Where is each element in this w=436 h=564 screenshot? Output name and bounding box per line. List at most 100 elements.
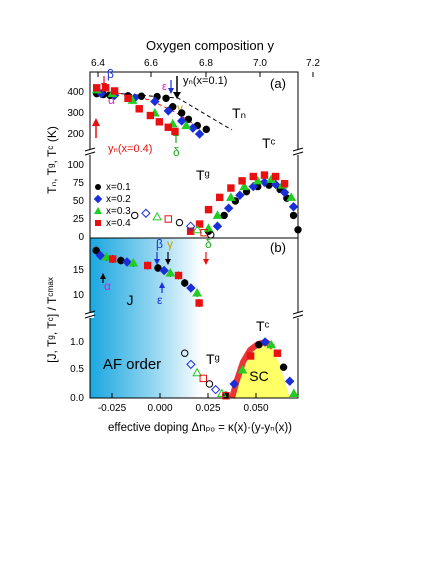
tc-point: [203, 223, 214, 232]
j-label: J: [127, 292, 134, 308]
epsilon-label-b: ε: [157, 293, 163, 307]
y-tick-label: 50: [73, 196, 85, 207]
tn-point: [181, 120, 192, 130]
tn-point: [188, 123, 198, 133]
tg-point: [185, 221, 196, 231]
tc-point: [288, 202, 299, 212]
tc-point: [280, 180, 289, 188]
j-point: [143, 261, 152, 270]
panel-b-axis-break: [84, 310, 304, 319]
top-tick-label: 7.2: [306, 58, 320, 69]
tg-point: [181, 349, 189, 357]
bottom-axis-label: effective doping Δnₚₒ = κ(x)·(y-yₙ(x)): [108, 422, 292, 434]
panel-b-y-tick-labels: 15 10 1.0 0.5 0.0: [70, 265, 84, 404]
tc-label-b: Tᶜ: [256, 318, 270, 334]
tc-point: [223, 203, 234, 213]
delta-label-b: δ: [205, 237, 212, 251]
legend-label: x=0.1: [106, 182, 131, 193]
top-tick-label: 7.0: [253, 58, 267, 69]
tc-point: [294, 226, 302, 234]
top-tick-label: 6.4: [91, 58, 105, 69]
tn-point: [124, 94, 132, 102]
beta-label-b: β: [156, 237, 163, 251]
tn-label: Tₙ: [232, 105, 246, 121]
legend-label: x=0.3: [106, 206, 131, 217]
legend: x=0.1 x=0.2 x=0.3 x=0.4: [93, 182, 131, 229]
alpha-label-b: α: [104, 279, 111, 293]
beta-label-a: β: [107, 67, 114, 81]
tc-point: [252, 175, 263, 185]
y-tick-label: 15: [73, 265, 85, 276]
y-tick-label: 0.5: [70, 364, 84, 375]
top-tick-labels: 6.4 6.6 6.8 7.0 7.2: [91, 58, 320, 69]
y-tick-label: 300: [67, 108, 84, 119]
y-tick-label: 200: [67, 129, 84, 140]
j-point: [101, 251, 112, 261]
tc-point: [249, 172, 257, 181]
alpha-label-a: α: [108, 93, 115, 107]
tn-point: [110, 87, 119, 95]
tc-point: [279, 187, 290, 198]
panel-b-ylabel: [J, Tᵍ, Tᶜ] / Tᶜᵐᵃˣ: [45, 277, 59, 363]
tn-point: [164, 123, 172, 131]
tc-point: [270, 179, 281, 190]
tn-point: [150, 96, 160, 107]
tc-point: [266, 339, 277, 349]
j-point: [95, 250, 106, 261]
tc-point: [246, 352, 255, 360]
tg-point: [192, 224, 203, 234]
tn-point: [137, 92, 146, 100]
tc-point: [212, 210, 223, 219]
panel-b-arrows: [100, 252, 209, 293]
tg-point: [192, 367, 202, 377]
tc-label-a: Tᶜ: [262, 135, 276, 151]
tc-point: [285, 376, 295, 386]
tn-point: [163, 106, 173, 116]
tg-point: [164, 215, 172, 223]
x-tick-label: -0.025: [98, 403, 127, 414]
tg-point: [210, 384, 221, 395]
tc-point: [195, 220, 204, 228]
panel-a-data-marks: [91, 84, 302, 239]
j-point: [195, 299, 203, 307]
y-tick-label: 0: [78, 232, 84, 243]
tc-point: [186, 227, 195, 235]
tn-point: [184, 115, 193, 124]
x-tick-label: 0.025: [195, 403, 220, 414]
panel-b: 15 10 1.0 0.5 0.0 [J, Tᵍ, Tᶜ] / Tᶜᵐᵃˣ (b…: [45, 237, 304, 434]
tg-point: [175, 218, 184, 227]
j-point: [108, 255, 117, 263]
j-point: [159, 265, 169, 276]
panel-b-tag: (b): [270, 240, 286, 255]
sc-label: SC: [249, 368, 268, 384]
panel-a-y-tick-labels: 400 300 200 100 75 50 25 0: [67, 87, 84, 243]
j-point: [181, 279, 189, 287]
tn-point: [155, 118, 164, 126]
tc-point: [238, 177, 246, 185]
tc-point: [271, 172, 280, 181]
tc-point: [289, 388, 299, 398]
bottom-tick-labels: -0.025 0.000 0.025 0.050: [98, 403, 269, 414]
legend-marker-x01: [95, 184, 101, 190]
tc-point: [216, 193, 224, 202]
tc-point: [255, 341, 263, 349]
tn-point: [194, 129, 205, 139]
j-point: [92, 246, 100, 255]
tn-point: [101, 84, 110, 92]
tn-point: [93, 84, 101, 92]
tc-point: [229, 379, 239, 389]
af-order-label: AF order: [103, 356, 161, 373]
tc-point: [279, 363, 288, 371]
legend-label: x=0.4: [106, 218, 131, 229]
tn-point: [162, 94, 170, 103]
tc-point: [260, 337, 270, 347]
tc-point: [286, 192, 297, 201]
panel-a: 400 300 200 100 75 50 25 0 Tₙ, Tᵍ, Tᶜ (K…: [45, 67, 314, 243]
tg-point: [152, 211, 162, 221]
yn-x04-label: yₙ(x=0.4): [108, 143, 152, 155]
yn-x01-label: yₙ(x=0.1): [183, 75, 227, 87]
legend-marker-x04: [95, 220, 101, 226]
tn-point: [169, 103, 177, 111]
tn-point: [177, 109, 186, 117]
